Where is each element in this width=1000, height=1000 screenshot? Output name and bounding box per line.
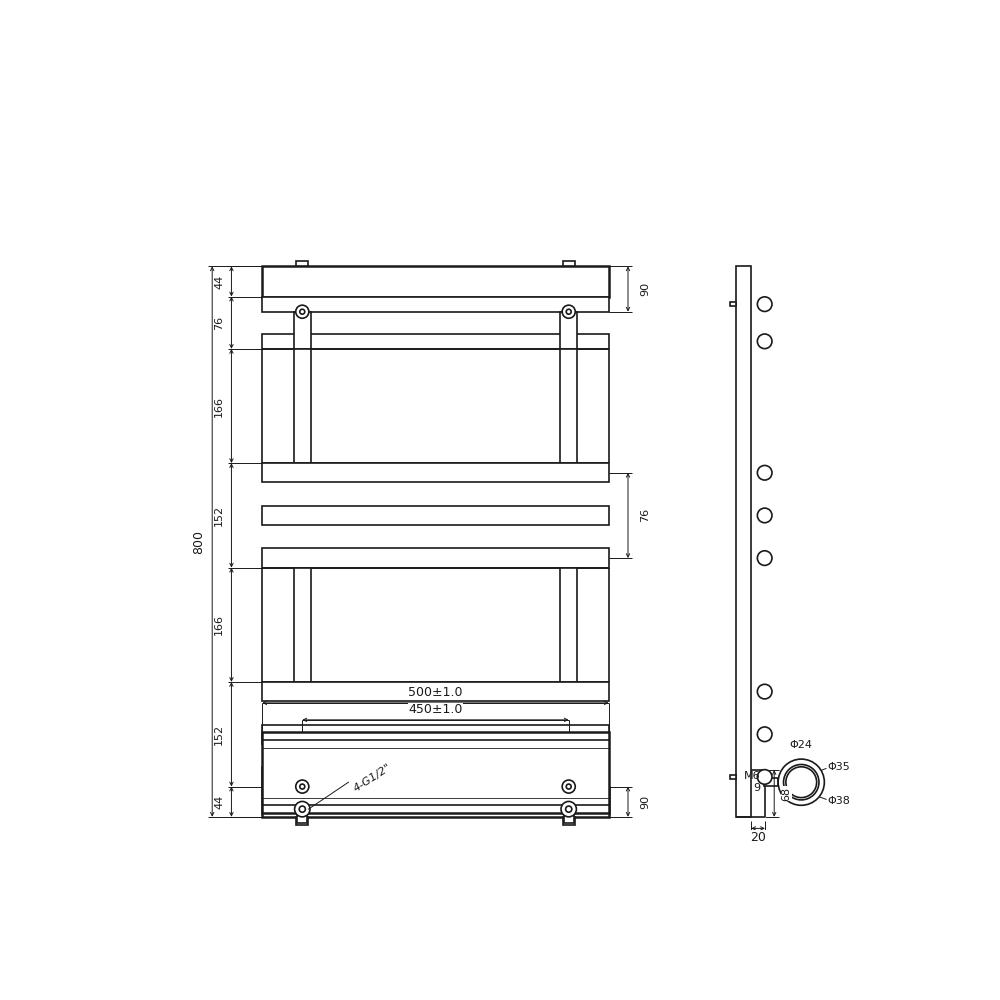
Circle shape [566, 806, 572, 812]
Text: 500±1.0: 500±1.0 [408, 686, 463, 699]
Text: M6: M6 [744, 771, 760, 781]
Circle shape [566, 784, 571, 789]
Circle shape [300, 784, 305, 789]
Bar [294, 349, 311, 463]
Bar [262, 548, 609, 568]
Circle shape [296, 305, 309, 318]
Bar [262, 732, 609, 813]
Bar [564, 814, 574, 823]
Bar [262, 334, 609, 349]
Circle shape [757, 334, 772, 349]
Text: 90: 90 [640, 795, 650, 809]
Bar [262, 787, 609, 817]
Circle shape [757, 684, 772, 699]
Text: 44: 44 [214, 274, 224, 289]
Bar [296, 817, 308, 825]
Circle shape [757, 508, 772, 523]
Bar [296, 261, 308, 266]
Bar [563, 261, 575, 266]
Text: 44: 44 [214, 795, 224, 809]
Bar [764, 778, 778, 786]
Circle shape [757, 727, 772, 742]
Bar [262, 463, 609, 482]
Circle shape [562, 780, 575, 793]
Bar [560, 312, 577, 349]
Text: 20: 20 [750, 831, 766, 844]
Text: 68: 68 [782, 786, 792, 801]
Text: 76: 76 [640, 508, 650, 522]
Bar [736, 266, 751, 817]
Bar [294, 312, 311, 349]
Circle shape [300, 309, 305, 314]
Bar [262, 266, 609, 297]
Circle shape [296, 780, 309, 793]
Text: Φ24: Φ24 [790, 740, 813, 750]
Circle shape [562, 305, 575, 318]
Text: Φ38: Φ38 [828, 796, 851, 806]
Text: 152: 152 [214, 724, 224, 745]
Bar [730, 775, 736, 779]
Circle shape [784, 764, 819, 800]
Bar [262, 725, 609, 744]
Text: 4-G1/2": 4-G1/2" [352, 762, 394, 794]
Text: 166: 166 [214, 614, 224, 635]
Bar [262, 767, 609, 787]
Text: Φ35: Φ35 [828, 762, 850, 772]
Circle shape [778, 759, 824, 805]
Text: 9: 9 [753, 783, 760, 793]
Bar [560, 349, 577, 463]
Bar [262, 682, 609, 701]
Text: 90: 90 [640, 282, 650, 296]
Circle shape [561, 801, 576, 817]
Circle shape [786, 767, 817, 798]
Text: 76: 76 [214, 316, 224, 330]
Circle shape [757, 465, 772, 480]
Circle shape [566, 309, 571, 314]
Bar [262, 297, 609, 312]
Bar [563, 817, 575, 825]
Bar [560, 568, 577, 682]
Bar [297, 814, 307, 823]
Bar [730, 302, 736, 306]
Text: 166: 166 [214, 396, 224, 417]
Text: 800: 800 [192, 530, 205, 554]
Text: 152: 152 [214, 505, 224, 526]
Circle shape [757, 770, 772, 784]
Bar [294, 568, 311, 682]
Bar [262, 506, 609, 525]
Circle shape [295, 801, 310, 817]
Text: 450±1.0: 450±1.0 [408, 703, 463, 716]
Circle shape [299, 806, 305, 812]
Circle shape [757, 551, 772, 565]
Circle shape [757, 297, 772, 311]
